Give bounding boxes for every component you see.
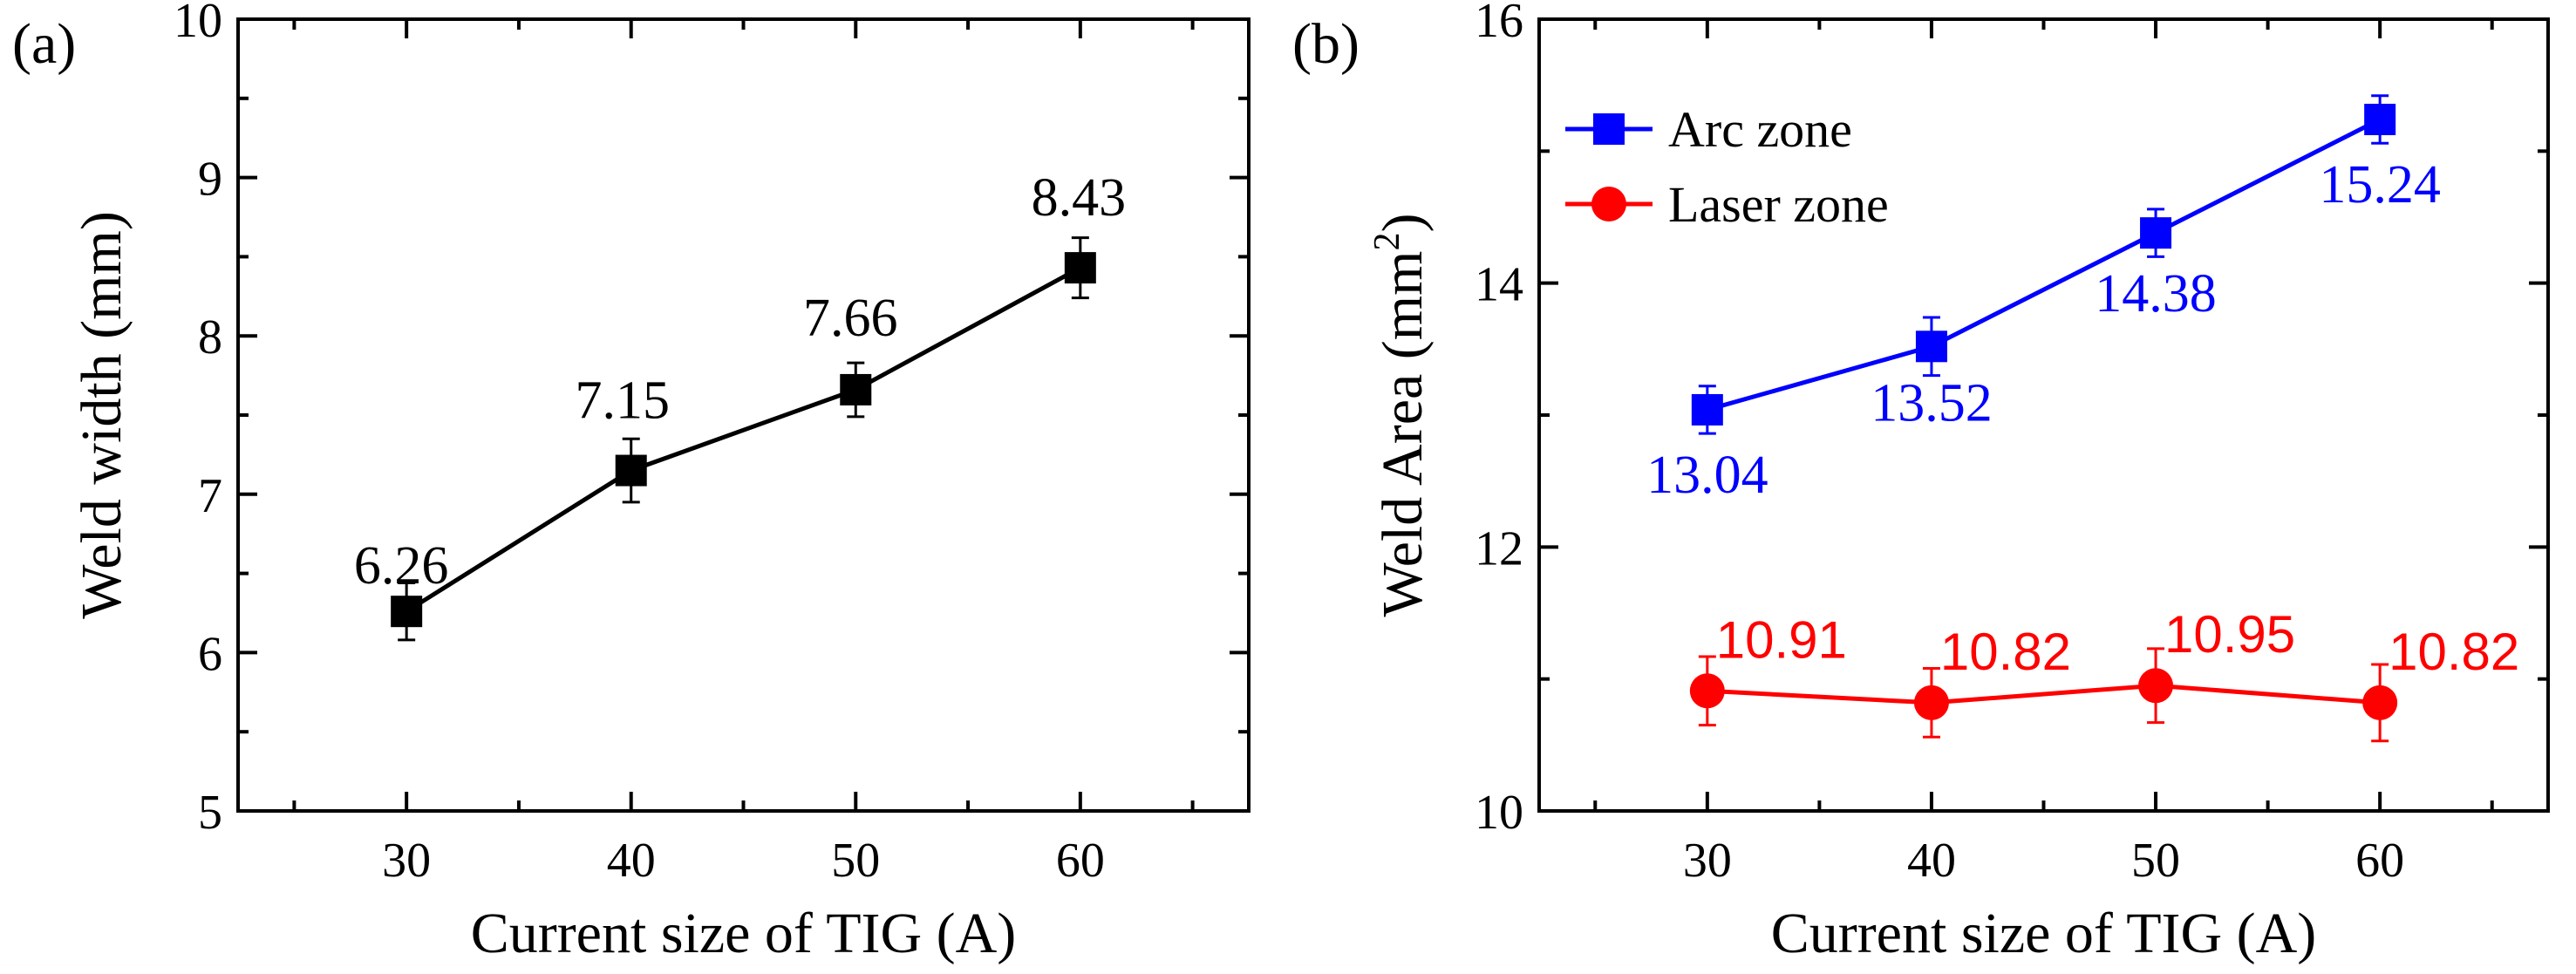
panel-a-label: (a): [12, 12, 76, 76]
panel-b-y-tick-label: 10: [1475, 786, 1523, 840]
panel-a-x-tick-label: 40: [607, 834, 656, 888]
panel-b-data-point: [2364, 104, 2396, 136]
panel-b-data-point: [2140, 217, 2172, 249]
panel-a-y-tick-label: 5: [198, 786, 222, 840]
panel-b-x-tick-label: 50: [2131, 834, 2180, 888]
legend-label: Arc zone: [1668, 101, 1852, 158]
panel-b-data-label: 10.82: [1940, 623, 2071, 681]
panel-a-x-axis-title: Current size of TIG (A): [471, 902, 1017, 965]
panel-a-x-tick-label: 50: [831, 834, 880, 888]
panel-b-y-axis-title-suffix: ): [1371, 214, 1435, 233]
panel-a-y-axis-title-text: Weld width (mm): [70, 211, 133, 619]
panel-b-y-axis-title-text: Weld Area (mm: [1371, 251, 1435, 617]
panel-a-y-tick-label: 7: [198, 469, 222, 523]
panel-b-data-label: 10.95: [2164, 605, 2295, 664]
panel-b-data-label: 14.38: [2095, 264, 2217, 324]
panel-a-y-tick-label: 6: [198, 627, 222, 681]
panel-b-y-tick-label: 14: [1475, 258, 1523, 312]
panel-b-chart: (b) 30 40 50 60 10 12 14 16 Current size of TIG (…: [1292, 0, 2550, 965]
panel-b-y-axis-title-superscript: 2: [1367, 233, 1407, 251]
panel-b-label: (b): [1292, 12, 1360, 76]
panel-a-data-point: [1064, 252, 1096, 284]
legend-marker: [1591, 187, 1626, 221]
panel-b-x-axis-title: Current size of TIG (A): [1771, 902, 2317, 965]
panel-b-data-point: [1689, 673, 1725, 709]
panel-b-data-label: 13.04: [1646, 446, 1768, 505]
panel-b-data-point: [1691, 393, 1723, 426]
panel-a-y-tick-label: 10: [174, 0, 222, 48]
panel-a-series-line-weld-width: [405, 265, 1082, 614]
panel-b-data-label: 10.91: [1716, 610, 1847, 669]
panel-a-data-point: [615, 454, 647, 487]
panel-b-x-tick-label: 30: [1683, 834, 1732, 888]
panel-b-data-point: [1913, 685, 1949, 720]
panel-a-data-point: [840, 373, 872, 405]
panel-a-data-label: 6.26: [354, 536, 449, 596]
panel-b-legend-item-laser-zone: Laser zone: [1565, 176, 1889, 233]
panel-a-x-tick-label: 60: [1056, 834, 1105, 888]
legend-label: Laser zone: [1668, 176, 1889, 233]
panel-b-data-point: [2138, 668, 2174, 704]
panel-a-data-label: 8.43: [1032, 168, 1127, 228]
panel-b-x-tick-label: 40: [1907, 834, 1956, 888]
panel-a-chart: (a) 30 40 50 60 5 6 7 8 9 10 Current size of TIG (A…: [12, 0, 1251, 965]
panel-a-plot-frame: [236, 17, 1251, 813]
panel-a-x-tick-label: 30: [382, 834, 431, 888]
panel-b-data-label: 15.24: [2319, 155, 2441, 215]
panel-b-legend-item-arc-zone: Arc zone: [1565, 101, 1852, 158]
legend-marker: [1593, 113, 1625, 145]
panel-b-y-tick-label: 12: [1475, 521, 1523, 576]
panel-b-data-label: 10.82: [2389, 623, 2519, 681]
panel-b-series-line-arc-zone: [1707, 117, 2382, 412]
panel-a-data-label: 7.15: [575, 371, 670, 431]
panel-a-data-label: 7.66: [803, 289, 898, 348]
panel-b-data-point: [2362, 685, 2398, 720]
panel-b-y-axis-title: Weld Area (mm2): [1367, 214, 1435, 617]
panel-a-data-point: [391, 596, 423, 628]
panel-b-y-tick-label: 16: [1475, 0, 1523, 48]
panel-b-series-line-laser-zone: [1707, 683, 2381, 705]
panel-a-y-tick-label: 9: [198, 153, 222, 207]
panel-b-data-point: [1915, 330, 1947, 363]
panel-b-data-label: 13.52: [1871, 373, 1993, 433]
panel-a-y-axis-title: Weld width (mm): [70, 211, 133, 619]
panel-a-y-tick-label: 8: [198, 310, 222, 364]
panel-b-x-tick-label: 60: [2355, 834, 2404, 888]
